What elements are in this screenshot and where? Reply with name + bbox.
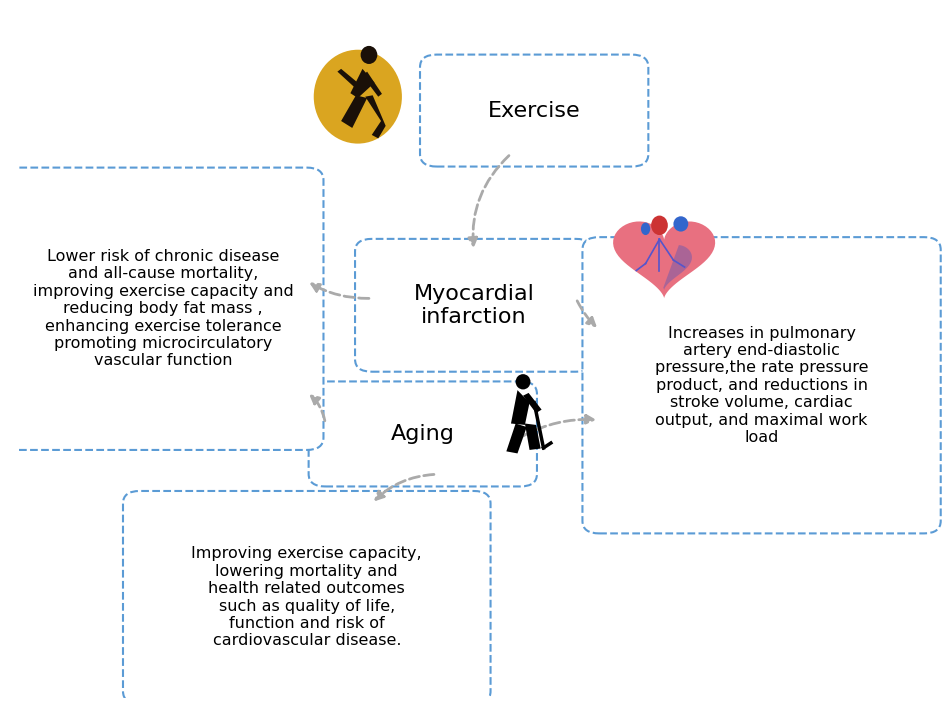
Polygon shape: [613, 222, 715, 299]
Polygon shape: [511, 390, 529, 425]
Ellipse shape: [314, 50, 402, 144]
FancyBboxPatch shape: [2, 168, 324, 450]
Polygon shape: [663, 245, 692, 290]
Text: Improving exercise capacity,
lowering mortality and
health related outcomes
such: Improving exercise capacity, lowering mo…: [192, 546, 422, 648]
Ellipse shape: [674, 217, 688, 231]
Ellipse shape: [641, 222, 650, 235]
Polygon shape: [363, 72, 382, 97]
Polygon shape: [365, 95, 386, 138]
FancyBboxPatch shape: [582, 237, 940, 533]
Polygon shape: [337, 69, 358, 87]
Ellipse shape: [361, 46, 377, 64]
FancyBboxPatch shape: [309, 381, 537, 486]
Polygon shape: [341, 95, 367, 128]
Text: Increases in pulmonary
artery end-diastolic
pressure,the rate pressure
product, : Increases in pulmonary artery end-diasto…: [655, 325, 868, 445]
Text: Exercise: Exercise: [488, 100, 580, 121]
Ellipse shape: [516, 374, 530, 390]
Polygon shape: [351, 69, 374, 98]
Text: Lower risk of chronic disease
and all-cause mortality,
improving exercise capaci: Lower risk of chronic disease and all-ca…: [32, 249, 294, 369]
Text: Myocardial
infarction: Myocardial infarction: [413, 284, 534, 327]
Polygon shape: [506, 423, 526, 454]
FancyBboxPatch shape: [123, 491, 490, 701]
FancyBboxPatch shape: [355, 239, 593, 372]
FancyBboxPatch shape: [420, 55, 648, 167]
Polygon shape: [523, 393, 542, 413]
Polygon shape: [525, 423, 541, 450]
Text: Aging: Aging: [390, 424, 455, 444]
Ellipse shape: [651, 216, 668, 235]
